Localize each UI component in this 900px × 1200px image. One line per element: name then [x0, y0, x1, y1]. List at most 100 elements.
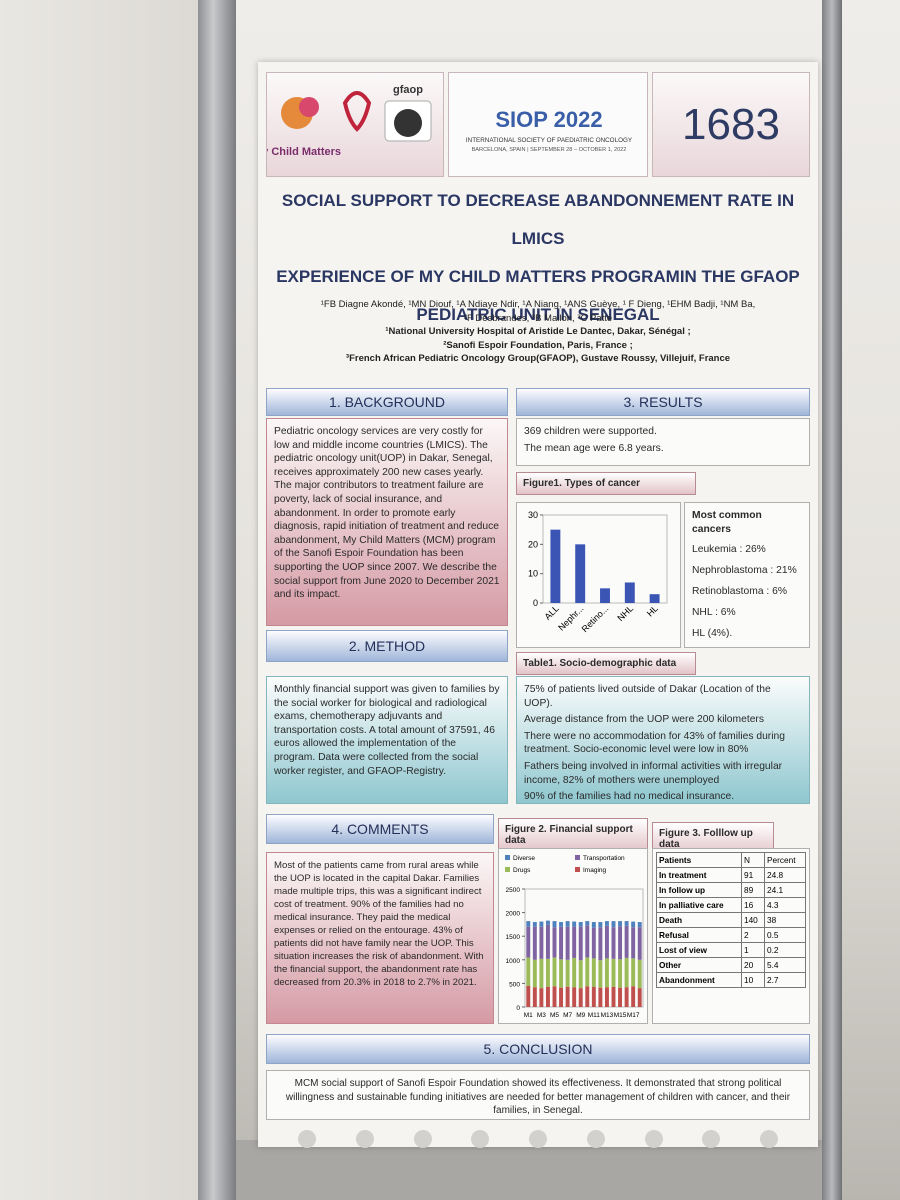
x-tick-label: ALL: [542, 603, 560, 621]
bar-segment: [604, 987, 609, 1007]
bar-segment: [545, 958, 550, 987]
bar-segment: [552, 927, 557, 958]
table-cell: In palliative care: [656, 897, 742, 913]
siop-box: SIOP 2022 INTERNATIONAL SOCIETY OF PAEDI…: [448, 72, 648, 177]
bar: [624, 582, 635, 603]
bar-segment: [526, 957, 531, 986]
table-cell: 16: [740, 897, 765, 913]
table1-text: 75% of patients lived outside of Dakar (…: [516, 676, 810, 804]
table-cell: In treatment: [656, 867, 742, 883]
figure-title: Table1. Socio-demographic data: [516, 652, 696, 675]
section-heading: 4. COMMENTS: [266, 814, 494, 844]
x-tick-label: Retino...: [580, 603, 611, 634]
section-text: MCM social support of Sanofi Espoir Foun…: [266, 1070, 810, 1120]
legend-label: Transportation: [583, 855, 625, 862]
legend-label: Imaging: [583, 867, 607, 874]
hole: [529, 1130, 547, 1148]
bar-segment: [604, 958, 609, 988]
x-tick-label: NHL: [615, 603, 635, 623]
legend-swatch: [575, 867, 580, 872]
bar-segment: [624, 957, 629, 988]
bar-segment: [565, 926, 570, 960]
table-cell: 24.8: [763, 867, 807, 883]
logo-mark: [394, 109, 422, 137]
figure-box: 0 10 20 30 ALL Nephr... Retino... NHL HL: [516, 502, 681, 648]
bar: [550, 529, 561, 603]
bar-segment: [565, 921, 570, 927]
wall: [0, 0, 200, 1200]
bar-segment: [624, 921, 629, 926]
x-tick-label: M17: [627, 1012, 640, 1019]
table-cell: Abandonment: [656, 972, 742, 988]
bar-segment: [598, 927, 603, 961]
bar-segment: [578, 926, 583, 961]
logo-text: gfaop: [393, 84, 423, 96]
bar-segment: [539, 921, 544, 927]
y-tick-label: 2500: [506, 887, 521, 894]
figure-title: Figure 2. Financial support data: [498, 818, 648, 852]
bar-segment: [611, 986, 616, 1007]
bar-segment: [559, 959, 564, 988]
list: Leukemia : 26% Nephroblastoma : 21% Retino…: [692, 541, 802, 643]
logos: My Child Matters gfaop: [267, 84, 432, 158]
bar-segment: [572, 957, 577, 988]
bar-segment: [559, 922, 564, 927]
frame: [822, 0, 842, 1200]
bar-segment: [559, 987, 564, 1007]
bar-segment: [532, 987, 537, 1007]
x-tick-label: HL: [645, 603, 660, 618]
text-line: Nephroblastoma : 21%: [692, 565, 797, 577]
y-tick-label: 2000: [506, 911, 521, 918]
bar-segment: [572, 926, 577, 958]
table-cell: Refusal: [656, 927, 742, 943]
table-header: Patients N Percent: [656, 852, 807, 868]
table-row: In palliative care 16 4.3: [656, 897, 807, 913]
table-cell: 4.3: [763, 897, 807, 913]
legend-swatch: [575, 855, 580, 860]
table-cell: 140: [740, 912, 765, 928]
bar-segment: [598, 987, 603, 1007]
table-row: Refusal 2 0.5: [656, 927, 807, 943]
list-title: Most common cancers: [692, 510, 762, 535]
table-cell: 2: [740, 927, 765, 943]
bar-segment: [604, 925, 609, 959]
y-tick-label: 30: [528, 510, 538, 520]
bar-segment: [598, 922, 603, 928]
bar-segment: [591, 922, 596, 928]
bar-segment: [611, 921, 616, 928]
x-tick-label: M5: [550, 1012, 559, 1019]
poster: My Child Matters gfaop SIOP 2022 INTERNA…: [258, 62, 818, 1148]
title-line: EXPERIENCE OF MY CHILD MATTERS PROGRAMIN…: [276, 267, 800, 286]
bar-segment: [637, 988, 642, 1007]
x-tick-label: M15: [614, 1012, 627, 1019]
bar-segment: [598, 960, 603, 988]
bar: [600, 588, 610, 603]
table-cell: N: [740, 852, 765, 868]
affiliation: ³French African Pediatric Oncology Group…: [345, 353, 731, 364]
table-row: In treatment 91 24.8: [656, 867, 807, 883]
section-heading: 3. RESULTS: [516, 388, 810, 416]
bar-segment: [637, 922, 642, 928]
text-line: Retinoblastoma : 6%: [692, 586, 788, 598]
logo-mark: [342, 91, 372, 132]
bar-segment: [591, 986, 596, 1007]
follow-up-table: Patients N Percent In treatment 91 24.8 In fol…: [656, 852, 807, 988]
table-cell: Lost of view: [656, 942, 742, 958]
bar-segment: [618, 921, 623, 927]
table-cell: 10: [740, 972, 765, 988]
title-line: PEDIATRIC UNIT IN SENEGAL: [416, 305, 660, 324]
table-row: Other 20 5.4: [656, 957, 807, 973]
legend-swatch: [505, 867, 510, 872]
bar-segment: [539, 958, 544, 989]
bar-segment: [585, 986, 590, 1007]
bar-segment: [631, 921, 636, 928]
bar-segment: [545, 920, 550, 925]
hole: [413, 1130, 432, 1148]
bar-segment: [637, 927, 642, 960]
bar-segment: [539, 988, 544, 1007]
text-line: There were no accommodation for 43% of f…: [524, 730, 785, 756]
table-cell: Other: [656, 957, 742, 973]
bar-segment: [539, 926, 544, 959]
section-heading: 5. CONCLUSION: [266, 1034, 810, 1064]
